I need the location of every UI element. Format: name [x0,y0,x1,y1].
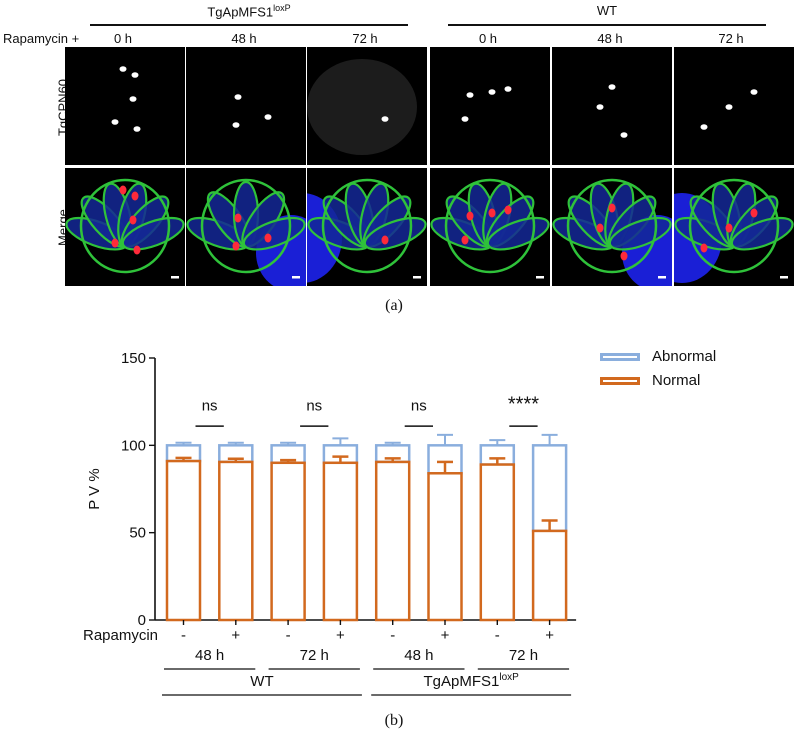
rapamycin-sign: - [495,627,500,644]
time-label: 0 h [113,31,133,46]
strain-group-label: WT [250,673,273,690]
tgcpn60-micrograph [186,47,306,165]
tgcpn60-micrograph [674,47,794,165]
significance-label: ns [411,397,427,414]
merge-micrograph [186,168,306,286]
rapamycin-label: Rapamycin [83,627,158,644]
bar-normal [322,461,359,622]
rapamycin-sign: - [181,627,186,644]
group-line-tgapmfs1 [90,24,408,26]
rapamycin-sign: + [336,627,345,644]
bar-normal [427,472,463,622]
tgcpn60-micrograph [552,47,672,165]
time-group-label: 72 h [509,647,538,664]
time-group-label: 48 h [404,647,433,664]
time-label: 48 h [597,31,623,46]
bar-normal [165,459,202,622]
bar-abnormal [531,444,568,533]
rapamycin-sign: + [441,627,450,644]
group-title-wt: WT [596,3,618,18]
strain-group-label: TgApMFS1loxP [423,672,519,690]
panel-caption-b: (b) [384,712,404,729]
y-tick-label: 150 [121,350,146,367]
time-label: 48 h [231,31,257,46]
significance-label: ns [202,397,218,414]
merge-micrograph [430,168,550,286]
time-label: 72 h [352,31,378,46]
legend-item-abnormal: Abnormal [600,348,716,372]
time-group-label: 72 h [300,647,329,664]
chart-legend: Abnormal Normal [600,348,716,396]
bar-normal [531,529,568,622]
treatment-label: Rapamycin + [3,31,80,46]
bar-normal [479,463,516,622]
merge-micrograph [674,168,794,286]
y-tick-label: 0 [138,612,146,629]
bar-normal [218,460,254,622]
tgcpn60-micrograph [430,47,550,165]
time-label: 72 h [718,31,744,46]
group-line-wt [448,24,766,26]
merge-micrograph [307,168,427,286]
time-label: 0 h [478,31,498,46]
merge-micrograph [552,168,672,286]
tgcpn60-micrograph [307,47,427,165]
rapamycin-sign: - [390,627,395,644]
legend-item-normal: Normal [600,372,716,396]
y-tick-label: 50 [129,525,146,542]
legend-swatch-abnormal [600,353,640,362]
bar-normal [270,461,306,622]
legend-swatch-normal [600,377,640,386]
tgcpn60-micrograph [65,47,185,165]
rapamycin-sign: - [286,627,291,644]
bar-chart: 0 50 100 150 P V % - + - + - + - + ns ns ns **** Rapamyci… [83,350,577,696]
y-tick-label: 100 [121,437,146,454]
merge-micrograph [65,168,185,286]
significance-label: **** [508,393,539,415]
time-group-label: 48 h [195,647,224,664]
panel-caption-a: (a) [385,297,403,314]
rapamycin-sign: + [545,627,554,644]
group-title-tgapmfs1: TgApMFS1loxP [207,3,291,20]
y-axis-label: P V % [86,468,103,509]
significance-label: ns [306,397,322,414]
rapamycin-sign: + [231,627,240,644]
bar-normal [374,460,411,622]
